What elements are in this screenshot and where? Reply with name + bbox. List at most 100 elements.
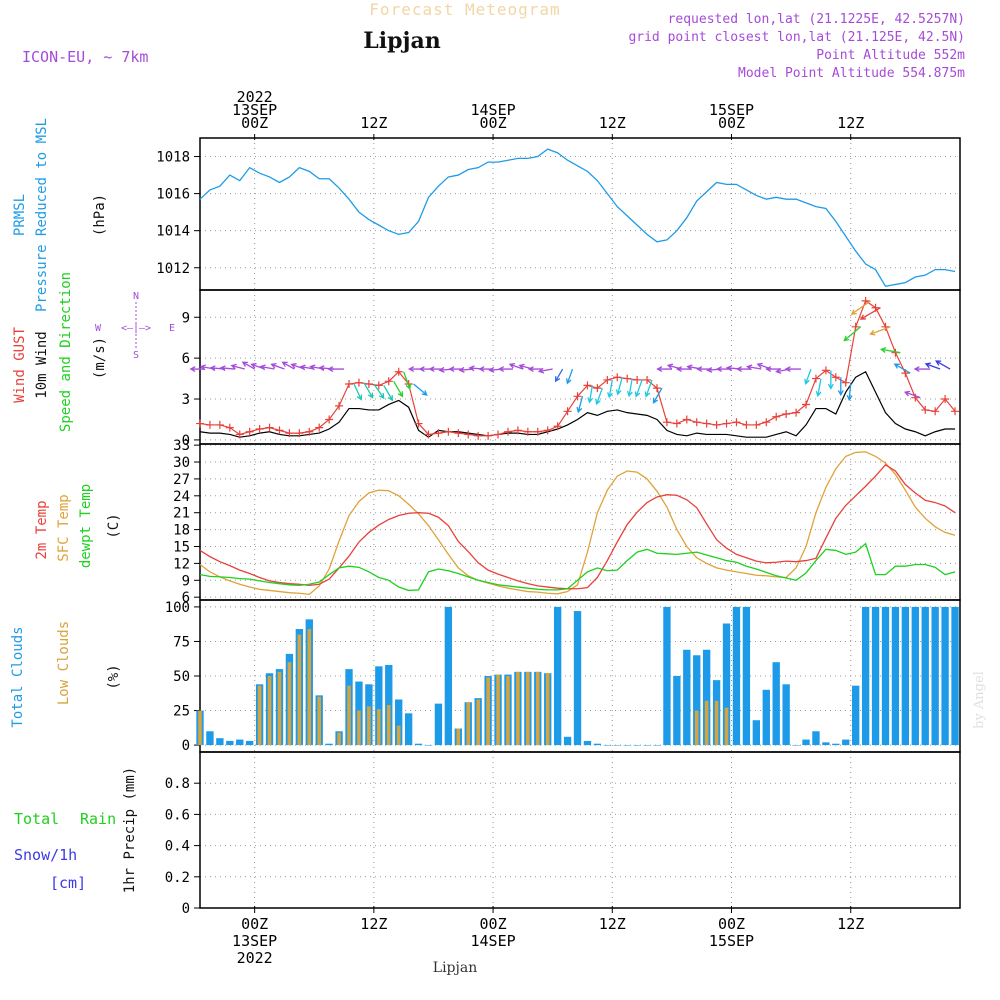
wind-ylabel-unit: (m/s) [92,337,108,379]
total-cloud-bar [325,743,333,746]
low-cloud-bar [347,685,351,746]
total-cloud-bar [623,745,631,746]
low-cloud-bar [526,671,530,746]
temperature-ytick-label: 12 [173,556,190,572]
total-cloud-bar [732,606,741,746]
low-cloud-bar [198,710,202,746]
top-time-label: 00Z [241,114,268,132]
total-cloud-bar [911,606,919,746]
total-cloud-bar [792,745,800,746]
wind-direction-arrow [735,366,752,373]
total-cloud-bar [563,736,572,746]
wind-gust-marker [275,426,284,435]
top-time-label: 12Z [360,114,387,132]
wind-gust-marker [613,373,622,382]
low-cloud-bar [704,700,709,746]
bottom-time-label: 13SEP [232,932,277,950]
pressure-ytick-label: 1012 [156,261,190,277]
wind-gust-marker [414,419,423,428]
total-cloud-bar [861,606,870,746]
wind-gust-marker [931,407,940,416]
temp-sfc-line [199,451,956,596]
precip-ytick-label: 0.4 [165,839,190,855]
footer-location: Lipjan [433,960,477,976]
wind-direction-arrow [924,362,941,370]
location-title: Lipjan [363,28,440,54]
total-cloud-bar [404,713,413,746]
wind-direction-arrow [626,378,633,398]
wind-direction-arrow [827,370,834,390]
wind-direction-arrow [554,368,564,383]
bottom-time-label: 12Z [837,915,864,933]
wind-direction-arrow [652,387,663,404]
precip-ytick-label: 0.8 [165,776,190,792]
wind-direction-arrow [595,387,603,406]
compass-s: S [133,350,139,361]
wind-gust-marker [742,420,751,429]
wind-gust-marker [792,408,801,417]
bottom-time-label: 2022 [237,949,273,967]
total-cloud-bar [414,743,423,746]
cloud-ylabel-unit: (%) [106,664,122,689]
model-label: ICON-EU, ~ 7km [22,48,148,66]
total-cloud-bar [722,623,731,746]
wind-gust-marker [712,420,721,429]
total-cloud-bar [613,745,621,746]
wind-gust-marker [474,431,483,440]
wind-gust-marker [553,422,562,431]
watermark: by Angel [972,671,987,729]
bottom-time-label: 12Z [360,915,387,933]
wind-ytick-label: 3 [182,392,190,408]
total-cloud-bar [812,731,820,746]
wind-gust-marker [811,374,820,383]
low-cloud-bar [337,732,341,746]
low-cloud-bar [466,702,471,746]
wind-gust-marker [782,410,791,419]
bottom-time-label: 12Z [599,915,626,933]
total-cloud-bar [633,745,641,746]
temperature-ytick-label: 21 [173,506,190,522]
wind-gust-marker [921,405,930,414]
total-cloud-bar [444,606,453,746]
wind-gust-marker [484,431,493,440]
point-altitude: Point Altitude 552m [816,48,965,63]
wind-gust-marker [285,429,294,438]
low-cloud-bar [516,671,520,746]
wind-ylabel-2: 10m Wind [34,331,50,398]
pressure-ylabel: PRMSL Pressure Reduced to MSL (hPa) [12,118,108,312]
low-cloud-bar [506,676,510,746]
wind-gust-marker [563,407,572,416]
total-cloud-bar [434,703,443,746]
wind-gust-marker [583,381,592,390]
wind-gust-marker [633,375,642,384]
low-cloud-bar [714,700,719,746]
total-cloud-bar [236,739,244,746]
wind-direction-arrow [383,385,393,402]
wind-direction-arrow [746,364,762,371]
wind-direction-arrow [241,361,255,370]
wind-gust-marker [325,415,334,424]
total-cloud-bar [951,606,959,746]
wind-direction-arrow [846,382,853,402]
wind-gust-marker [851,322,860,331]
low-cloud-bar [277,671,282,746]
wind-gust-marker [662,418,671,427]
wind-ytick-label: 9 [182,310,190,326]
bottom-time-label: 14SEP [470,932,515,950]
wind-direction-arrow [363,382,374,399]
temperature-ytick-label: 33 [173,438,190,454]
wind-direction-arrow [837,377,844,397]
wind-direction-arrow [879,347,901,354]
total-cloud-bar [663,606,671,746]
total-cloud-bar [762,689,770,746]
wind-gust-marker [235,430,244,439]
precip-ytick-label: 0.6 [165,807,190,823]
wind-direction-arrow [644,379,653,398]
pressure-ylabel-unit: (hPa) [92,194,108,236]
total-cloud-bar [881,606,890,746]
wind-gust-marker [732,418,741,427]
low-cloud-bar [386,705,391,746]
low-cloud-bar [486,677,490,746]
low-cloud-bar [357,710,361,746]
